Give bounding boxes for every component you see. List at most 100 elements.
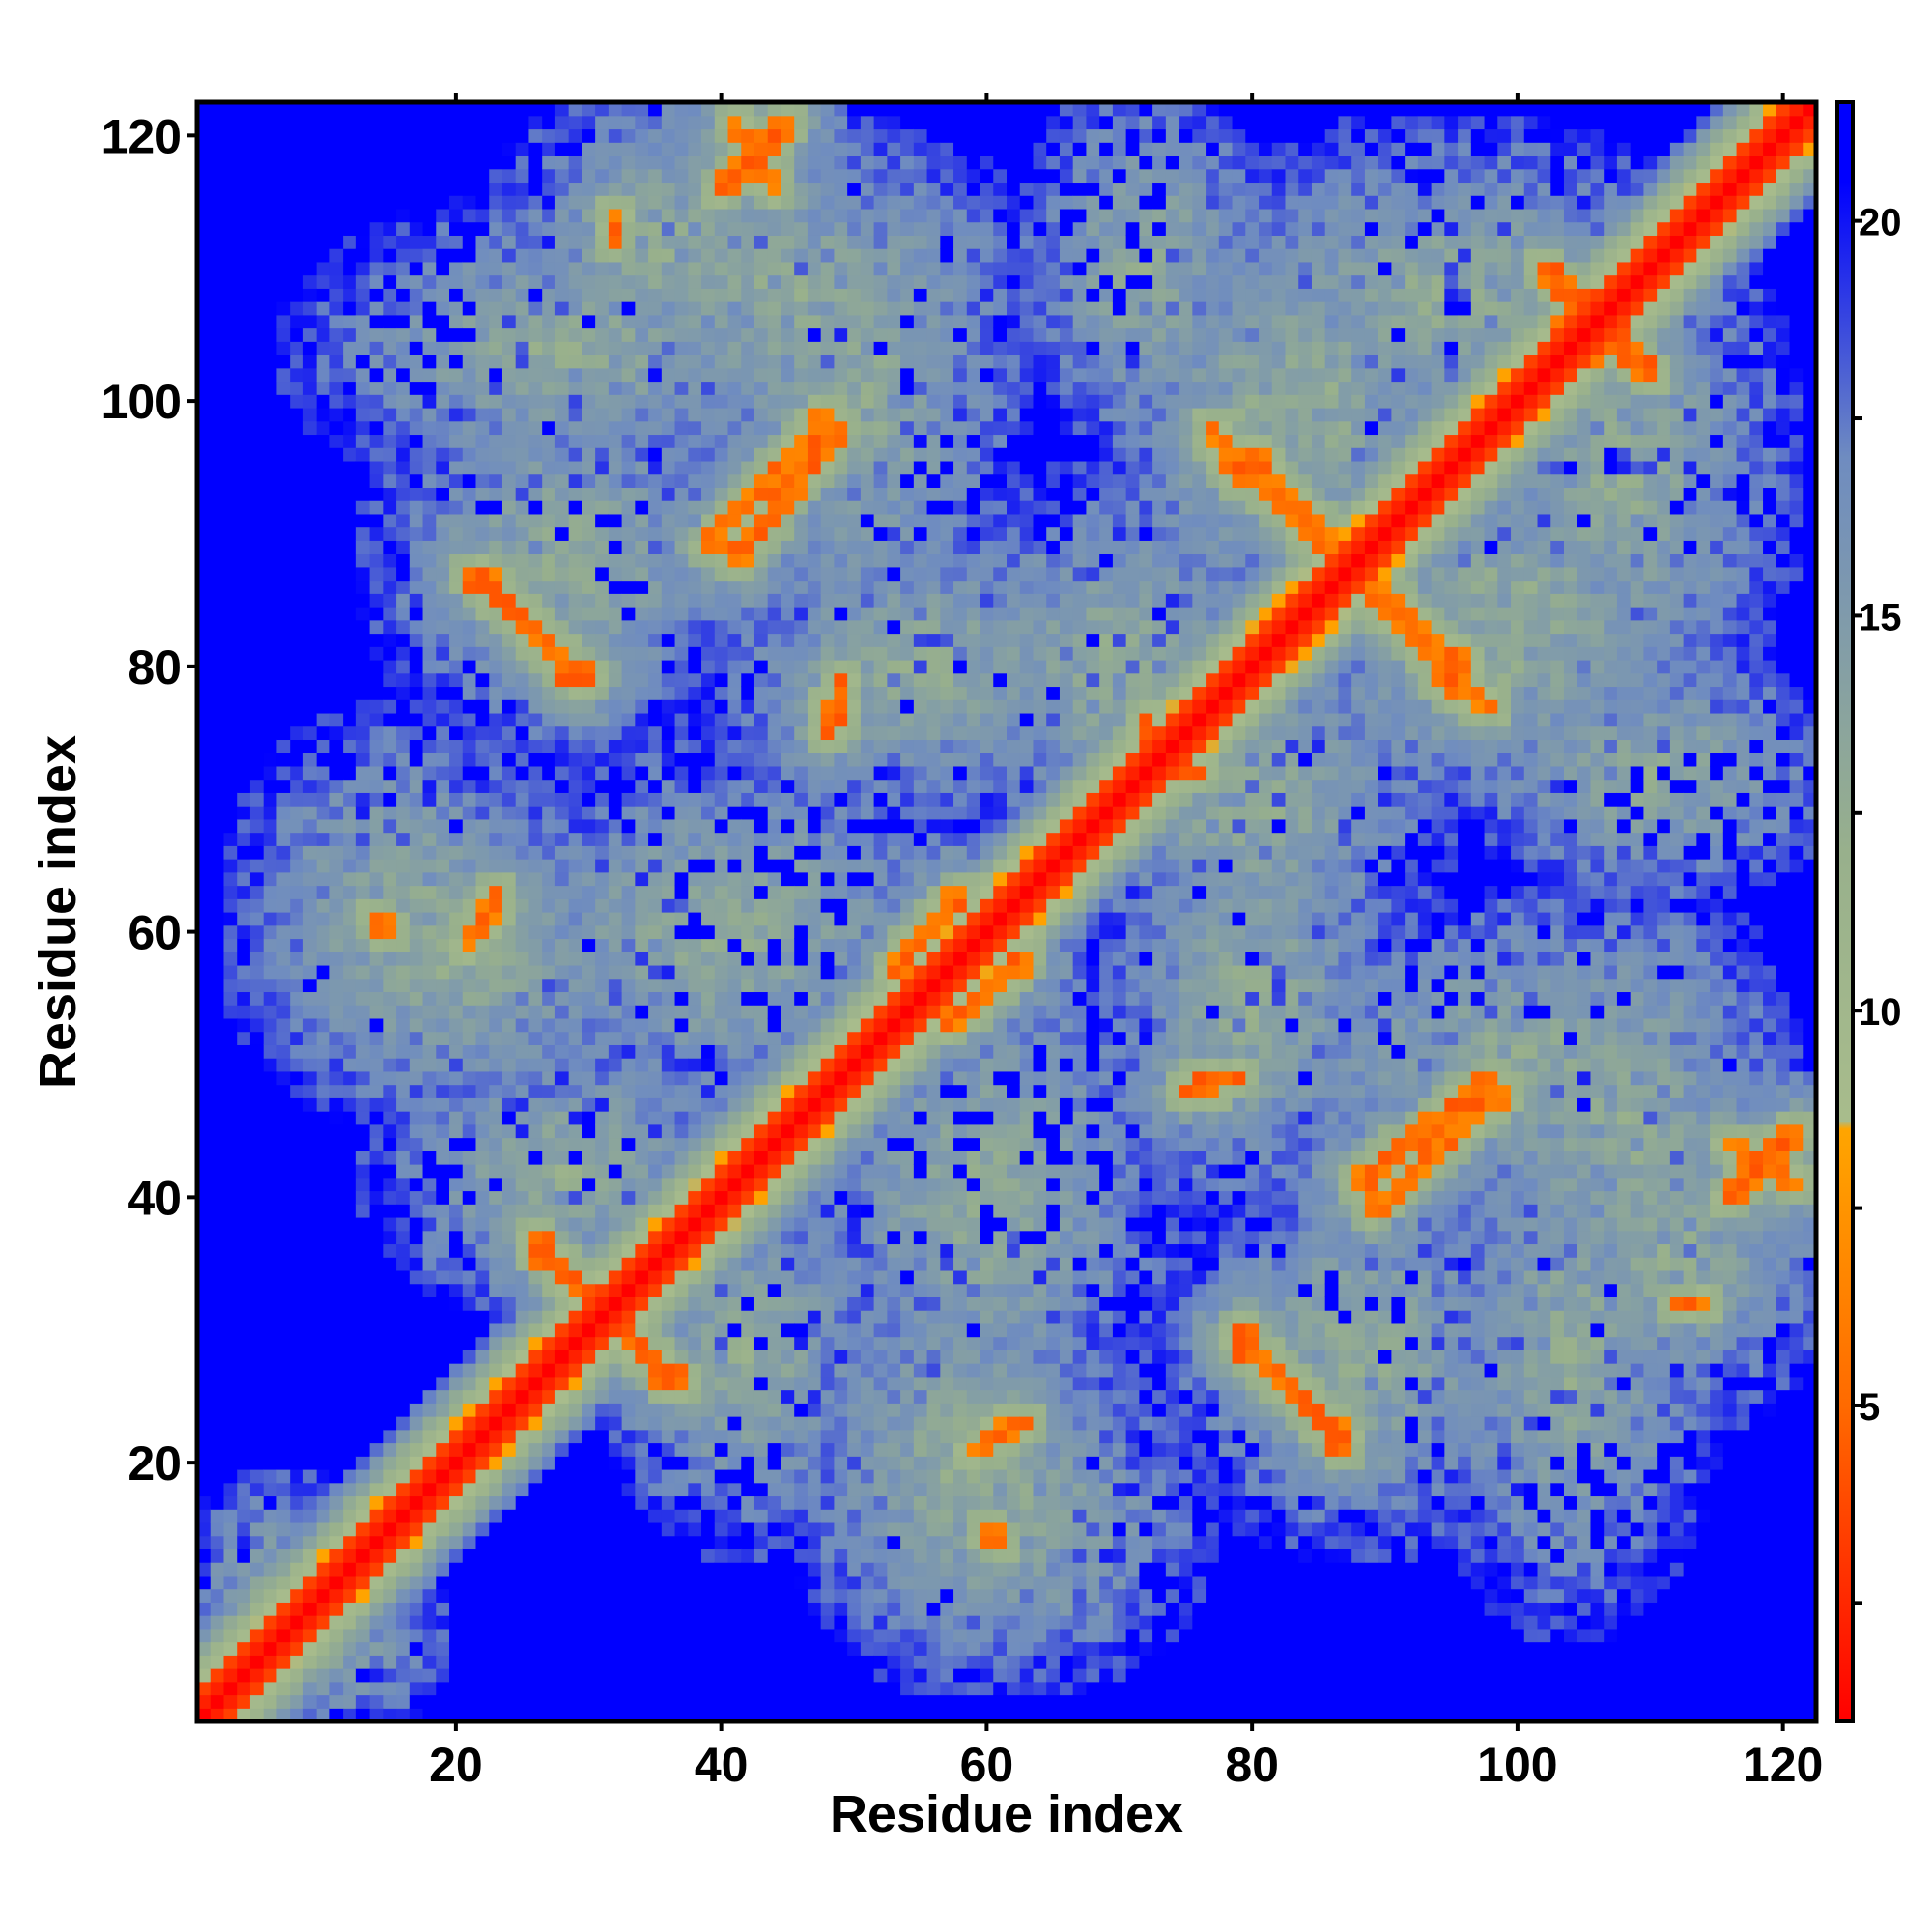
heatmap-cell (263, 182, 278, 196)
heatmap-cell (674, 407, 689, 422)
heatmap-cell (568, 952, 582, 966)
heatmap-cell (542, 221, 556, 236)
heatmap-cell (409, 1070, 424, 1086)
heatmap-cell (383, 607, 397, 621)
heatmap-cell (674, 288, 689, 302)
heatmap-cell (329, 1509, 344, 1523)
heatmap-cell (449, 765, 464, 781)
heatmap-cell (302, 248, 318, 263)
heatmap-cell (210, 1097, 225, 1112)
heatmap-cell (409, 355, 424, 369)
heatmap-cell (210, 832, 225, 846)
heatmap-cell (263, 898, 278, 913)
heatmap-cell (263, 314, 278, 329)
heatmap-cell (369, 1495, 384, 1510)
heatmap-cell (210, 686, 225, 700)
heatmap-cell (489, 1111, 503, 1125)
heatmap-cell (462, 1681, 477, 1696)
heatmap-cell (249, 115, 265, 130)
heatmap-cell (343, 699, 357, 714)
heatmap-cell (635, 1296, 649, 1311)
heatmap-cell (688, 128, 702, 143)
heatmap-cell (355, 699, 371, 714)
heatmap-cell (223, 832, 238, 846)
heatmap-cell (475, 1641, 490, 1656)
heatmap-cell (701, 195, 716, 210)
heatmap-cell (661, 1521, 676, 1537)
heatmap-cell (369, 1628, 384, 1643)
heatmap-cell (701, 1164, 716, 1179)
heatmap-cell (276, 964, 291, 980)
heatmap-cell (436, 341, 450, 355)
heatmap-cell (528, 1628, 543, 1643)
heatmap-cell (210, 367, 225, 383)
heatmap-cell (714, 952, 729, 966)
heatmap-cell (475, 1615, 490, 1630)
heatmap-cell (661, 1230, 676, 1245)
heatmap-cell (302, 1588, 318, 1603)
heatmap-cell (635, 1416, 649, 1431)
heatmap-cell (688, 208, 702, 223)
heatmap-cell (197, 1336, 212, 1350)
heatmap-cell (621, 1482, 636, 1497)
heatmap-cell (621, 1429, 636, 1444)
heatmap-cell (595, 1350, 610, 1364)
heatmap-cell (329, 1668, 344, 1683)
heatmap-cell (462, 182, 477, 196)
heatmap-cell (237, 1681, 251, 1696)
heatmap-cell (489, 1628, 503, 1643)
heatmap-cell (237, 1363, 251, 1378)
heatmap-cell (383, 1641, 397, 1656)
heatmap-cell (302, 1204, 318, 1218)
heatmap-cell (290, 274, 304, 289)
heatmap-cell (436, 1322, 450, 1338)
heatmap-cell (489, 526, 503, 541)
heatmap-cell (249, 1257, 265, 1271)
heatmap-cell (249, 859, 265, 873)
heatmap-cell (383, 261, 397, 276)
heatmap-cell (661, 779, 676, 793)
heatmap-cell (249, 288, 265, 302)
heatmap-cell (449, 672, 464, 688)
heatmap-cell (661, 607, 676, 621)
heatmap-cell (542, 1243, 556, 1258)
heatmap-cell (290, 261, 304, 276)
heatmap-cell (449, 1190, 464, 1205)
heatmap-cell (688, 924, 702, 940)
heatmap-cell (263, 1177, 278, 1192)
heatmap-cell (714, 1070, 729, 1086)
heatmap-cell (316, 739, 330, 753)
heatmap-cell (355, 208, 371, 223)
heatmap-cell (302, 1535, 318, 1550)
heatmap-cell (396, 513, 411, 528)
heatmap-cell (528, 964, 543, 980)
heatmap-cell (223, 500, 238, 515)
heatmap-cell (369, 1070, 384, 1086)
heatmap-cell (249, 832, 265, 846)
heatmap-cell (449, 208, 464, 223)
heatmap-cell (422, 460, 437, 475)
heatmap-cell (501, 1137, 517, 1151)
heatmap-cell (661, 593, 676, 608)
heatmap-cell (462, 1376, 477, 1391)
heatmap-cell (316, 1336, 330, 1350)
heatmap-cell (661, 182, 676, 196)
heatmap-cell (197, 1509, 212, 1523)
heatmap-cell (475, 1495, 490, 1510)
heatmap-cell (714, 686, 729, 700)
heatmap-cell (648, 261, 663, 276)
heatmap-cell (436, 1602, 450, 1616)
heatmap-cell (489, 381, 503, 395)
heatmap-cell (568, 540, 582, 554)
heatmap-cell (635, 1017, 649, 1033)
heatmap-cell (489, 1137, 503, 1151)
heatmap-cell (674, 1097, 689, 1112)
heatmap-cell (449, 952, 464, 966)
heatmap-cell (595, 182, 610, 196)
heatmap-cell (329, 1363, 344, 1378)
heatmap-cell (290, 1681, 304, 1696)
heatmap-cell (369, 686, 384, 700)
heatmap-cell (475, 1509, 490, 1523)
heatmap-cell (661, 1588, 676, 1603)
heatmap-cell (329, 1257, 344, 1271)
